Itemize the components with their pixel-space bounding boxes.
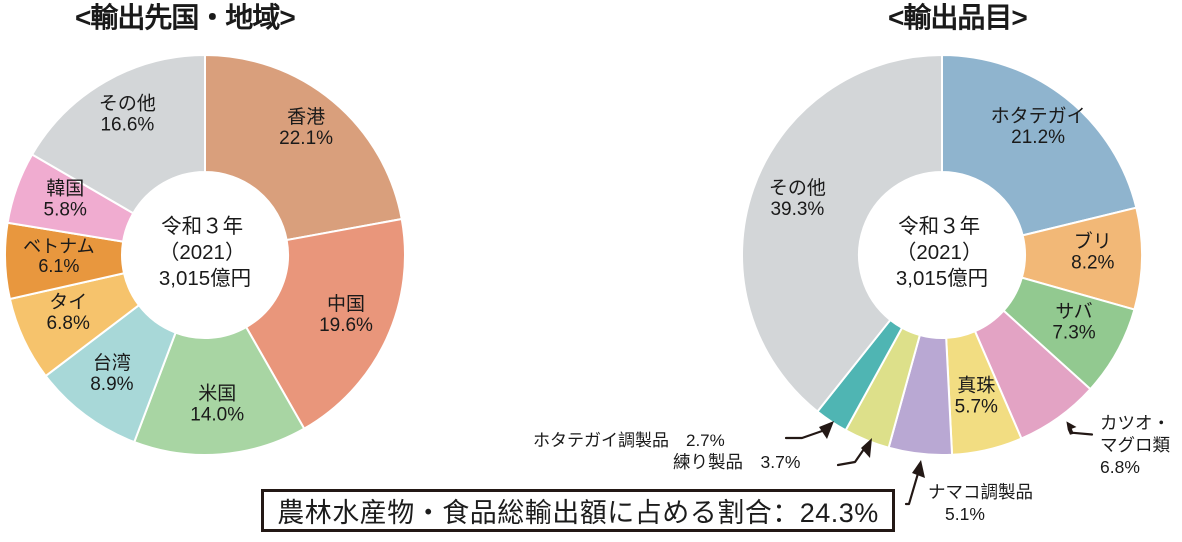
svg-text:ナマコ調製品 5.1%: ナマコ調製品 5.1% [928, 482, 1038, 524]
svg-text:タイ6.8%: タイ 6.8% [47, 291, 90, 334]
svg-text:韓国5.8%: 韓国 5.8% [44, 177, 87, 220]
svg-text:真珠5.7%: 真珠 5.7% [955, 374, 998, 417]
svg-text:台湾8.9%: 台湾 8.9% [90, 352, 133, 395]
svg-text:練り製品 3.7%: 練り製品 3.7% [673, 452, 800, 472]
svg-text:ホタテガイ調製品 2.7%: ホタテガイ調製品 2.7% [533, 431, 725, 450]
svg-text:カツオ・ マグロ類 6.8%: カツオ・ マグロ類 6.8% [1100, 413, 1175, 477]
svg-text:令和３年 （2021） 3,015億: 令和３年 （2021） 3,015億円 [896, 215, 988, 290]
svg-text:サバ7.3%: サバ 7.3% [1052, 302, 1095, 344]
svg-text:ブリ8.2%: ブリ 8.2% [1071, 229, 1114, 273]
svg-text:令和３年 （2021） 3,015億: 令和３年 （2021） 3,015億円 [159, 215, 251, 290]
